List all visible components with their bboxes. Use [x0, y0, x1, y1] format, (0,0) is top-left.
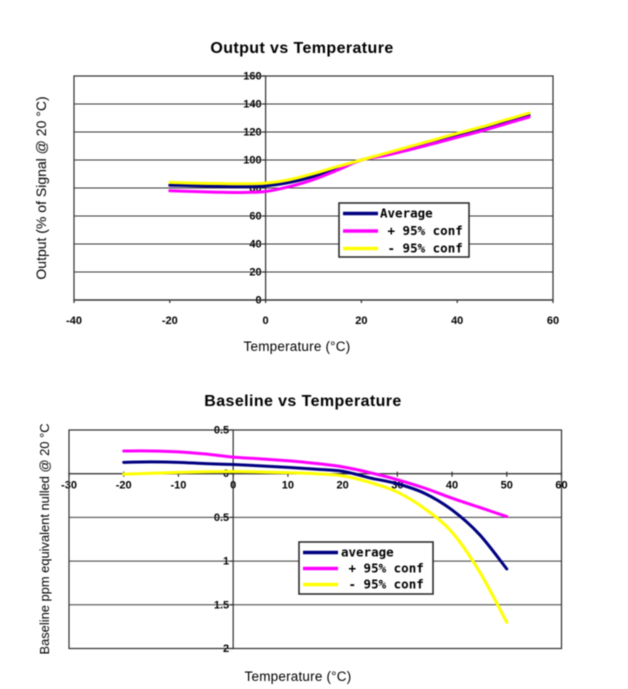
baseline-chart-legend-label-0: average: [341, 545, 394, 560]
output-chart-legend-label-1: + 95% conf: [388, 223, 463, 238]
baseline-chart-series-1: [122, 449, 509, 519]
output-chart-x-tick-label: 20: [355, 315, 367, 327]
baseline-chart-legend-label-1: + 95% conf: [349, 561, 424, 576]
output-chart-axes: [73, 75, 554, 303]
baseline-chart-x-tick-label: -20: [116, 480, 132, 492]
baseline-chart-tick-labels: 0.500.511.52-30-20-100102030405060: [61, 425, 568, 656]
baseline-chart-x-tick-label: 10: [282, 480, 294, 492]
output-chart-x-tick-label: -20: [162, 315, 178, 327]
baseline-chart-x-tick-label: -10: [170, 480, 186, 492]
output-chart-x-tick-label: 40: [451, 315, 463, 327]
baseline-chart-legend: average+ 95% conf- 95% conf: [298, 541, 434, 595]
output-chart-legend-label-2: - 95% conf: [388, 241, 463, 256]
output-chart: Output vs Temperature Temperature (°C) Out…: [33, 40, 559, 354]
baseline-chart-x-axis-title: Temperature (°C): [245, 669, 352, 684]
baseline-chart-x-tick-label: 40: [446, 480, 458, 492]
output-chart-y-axis-title: Output (% of Signal @ 20 °C): [33, 96, 49, 279]
output-chart-legend: Average + 95% conf - 95% conf: [338, 202, 470, 258]
output-chart-series-2: [168, 111, 531, 186]
output-chart-gridlines: [74, 75, 553, 301]
baseline-chart-x-tick-label: 50: [501, 480, 513, 492]
baseline-chart-series-0: [122, 460, 509, 571]
baseline-chart-series-2: [122, 470, 509, 624]
baseline-chart: Baseline vs Temperature Temperature (°C) B…: [37, 393, 568, 684]
output-chart-legend-label-0: Average: [380, 206, 433, 221]
baseline-chart-y-axis-title: Baseline ppm equivalent nulled @ 20 °C: [37, 423, 52, 654]
output-chart-x-tick-label: 0: [263, 315, 269, 327]
output-chart-x-tick-label: 60: [547, 315, 559, 327]
output-chart-x-tick-label: -40: [66, 315, 82, 327]
output-chart-series-0: [168, 113, 531, 189]
baseline-chart-title: Baseline vs Temperature: [204, 393, 401, 410]
baseline-chart-plot-border: [68, 429, 563, 650]
baseline-chart-legend-label-2: - 95% conf: [349, 577, 424, 592]
output-chart-x-axis-title: Temperature (°C): [244, 339, 351, 354]
baseline-chart-x-tick-label: 20: [336, 480, 348, 492]
output-chart-title: Output vs Temperature: [210, 40, 393, 57]
